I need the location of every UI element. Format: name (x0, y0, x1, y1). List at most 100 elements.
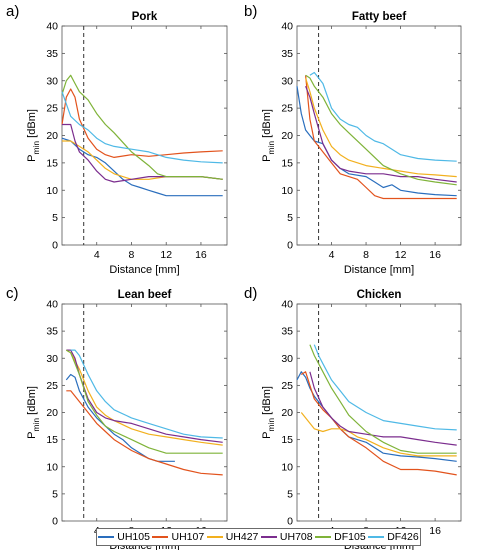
y-tick-label: 0 (52, 240, 58, 252)
y-tick-label: 5 (52, 488, 58, 500)
series-line-uh107 (300, 371, 457, 476)
series-line-df105 (309, 344, 457, 454)
y-tick-label: 15 (281, 434, 293, 446)
y-tick-label: 30 (281, 75, 293, 87)
legend-label: DF426 (387, 531, 419, 543)
y-tick-label: 15 (281, 157, 293, 169)
y-tick-label: 35 (46, 48, 58, 60)
legend: UH105 UH107 UH427 UH708 DF105 DF426 (96, 528, 421, 546)
series-line-uh708 (66, 349, 223, 443)
x-axis-label: Distance [mm] (344, 264, 414, 276)
legend-label: DF105 (334, 531, 366, 543)
y-tick-label: 30 (46, 353, 58, 365)
x-tick-label: 12 (395, 249, 407, 261)
y-tick-label: 0 (287, 240, 293, 252)
x-axis-label: Distance [mm] (109, 264, 179, 276)
y-tick-label: 40 (281, 21, 293, 33)
y-tick-label: 30 (46, 75, 58, 87)
y-tick-label: 10 (46, 185, 58, 197)
series-line-df105 (65, 349, 223, 454)
legend-item-uh708: UH708 (260, 531, 313, 543)
y-tick-label: 5 (287, 212, 293, 224)
legend-label: UH708 (279, 531, 313, 543)
plot-area (61, 25, 228, 246)
y-tick-label: 0 (287, 516, 293, 528)
panel-label: c) (6, 285, 19, 302)
y-tick-label: 35 (46, 326, 58, 338)
legend-swatch (260, 536, 277, 538)
legend-item-uh105: UH105 (98, 531, 150, 543)
y-tick-label: 20 (281, 407, 293, 419)
panel-label: d) (244, 285, 257, 302)
y-tick-label: 30 (281, 353, 293, 365)
y-tick-label: 20 (46, 407, 58, 419)
chart-title: Fatty beef (352, 11, 406, 23)
series-line-df426 (309, 71, 457, 162)
y-tick-label: 25 (46, 380, 58, 392)
legend-swatch (206, 536, 223, 538)
legend-label: UH105 (117, 531, 150, 543)
chart-title: Chicken (357, 289, 402, 301)
y-tick-label: 35 (281, 326, 293, 338)
series-line-uh427 (305, 77, 457, 178)
legend-item-df105: DF105 (315, 531, 366, 543)
y-tick-label: 40 (281, 299, 293, 311)
x-tick-label: 8 (363, 249, 369, 261)
y-tick-label: 25 (281, 103, 293, 115)
y-tick-label: 40 (46, 299, 58, 311)
y-tick-label: 0 (52, 516, 58, 528)
x-tick-label: 16 (429, 249, 441, 261)
legend-item-uh107: UH107 (152, 531, 204, 543)
series-line-df426 (61, 91, 223, 164)
series-line-df105 (305, 74, 457, 186)
x-tick-label: 12 (160, 249, 172, 261)
series-line-uh107 (305, 75, 457, 200)
legend-swatch (152, 536, 169, 538)
x-tick-label: 4 (329, 249, 335, 261)
series-line-uh105 (61, 137, 223, 197)
y-axis-label: Pmin [dBm] (261, 109, 276, 162)
series-line-uh708 (309, 371, 457, 446)
plot-area (61, 303, 228, 522)
chart-title: Pork (132, 11, 158, 23)
legend-label: UH427 (225, 531, 259, 543)
x-tick-label: 16 (429, 525, 441, 537)
series-line-df426 (313, 344, 457, 431)
chart-panel-2: b) Fatty beef 0 5 10 15 20 25 30 35 40 4 8 12 16 Distan… (244, 3, 462, 276)
plot-area (296, 303, 462, 522)
y-tick-label: 5 (52, 212, 58, 224)
y-tick-label: 10 (281, 461, 293, 473)
series-line-df426 (70, 349, 223, 439)
x-tick-label: 4 (94, 249, 100, 261)
chart-panel-4: d)Chicken0510152025303540481216Distance … (244, 285, 462, 550)
panel-label: b) (244, 3, 257, 20)
series-line-uh107 (61, 88, 223, 158)
legend-swatch (368, 536, 385, 538)
y-axis-label: Pmin [dBm] (26, 109, 41, 162)
x-tick-label: 8 (129, 249, 135, 261)
legend-swatch (315, 536, 332, 538)
y-tick-label: 20 (281, 130, 293, 142)
y-tick-label: 5 (287, 488, 293, 500)
y-tick-label: 15 (46, 157, 58, 169)
chart-title: Lean beef (118, 289, 172, 301)
y-tick-label: 15 (46, 434, 58, 446)
plot-area (296, 25, 462, 246)
y-tick-label: 25 (281, 380, 293, 392)
y-axis-label: Pmin [dBm] (261, 386, 276, 439)
series-line-uh427 (300, 412, 457, 457)
series-line-uh105 (296, 86, 457, 197)
series-line-df105 (61, 74, 223, 180)
legend-item-uh427: UH427 (206, 531, 259, 543)
legend-swatch (98, 536, 115, 538)
legend-label: UH107 (171, 531, 205, 543)
y-tick-label: 35 (281, 48, 293, 60)
series-line-uh708 (305, 85, 457, 183)
series-line-uh107 (66, 390, 223, 476)
chart-panel-3: c)Lean beef0510152025303540481216Distanc… (6, 285, 228, 550)
legend-item-df426: DF426 (368, 531, 419, 543)
panel-label: a) (6, 3, 19, 20)
y-tick-label: 10 (46, 461, 58, 473)
x-tick-label: 16 (195, 249, 207, 261)
